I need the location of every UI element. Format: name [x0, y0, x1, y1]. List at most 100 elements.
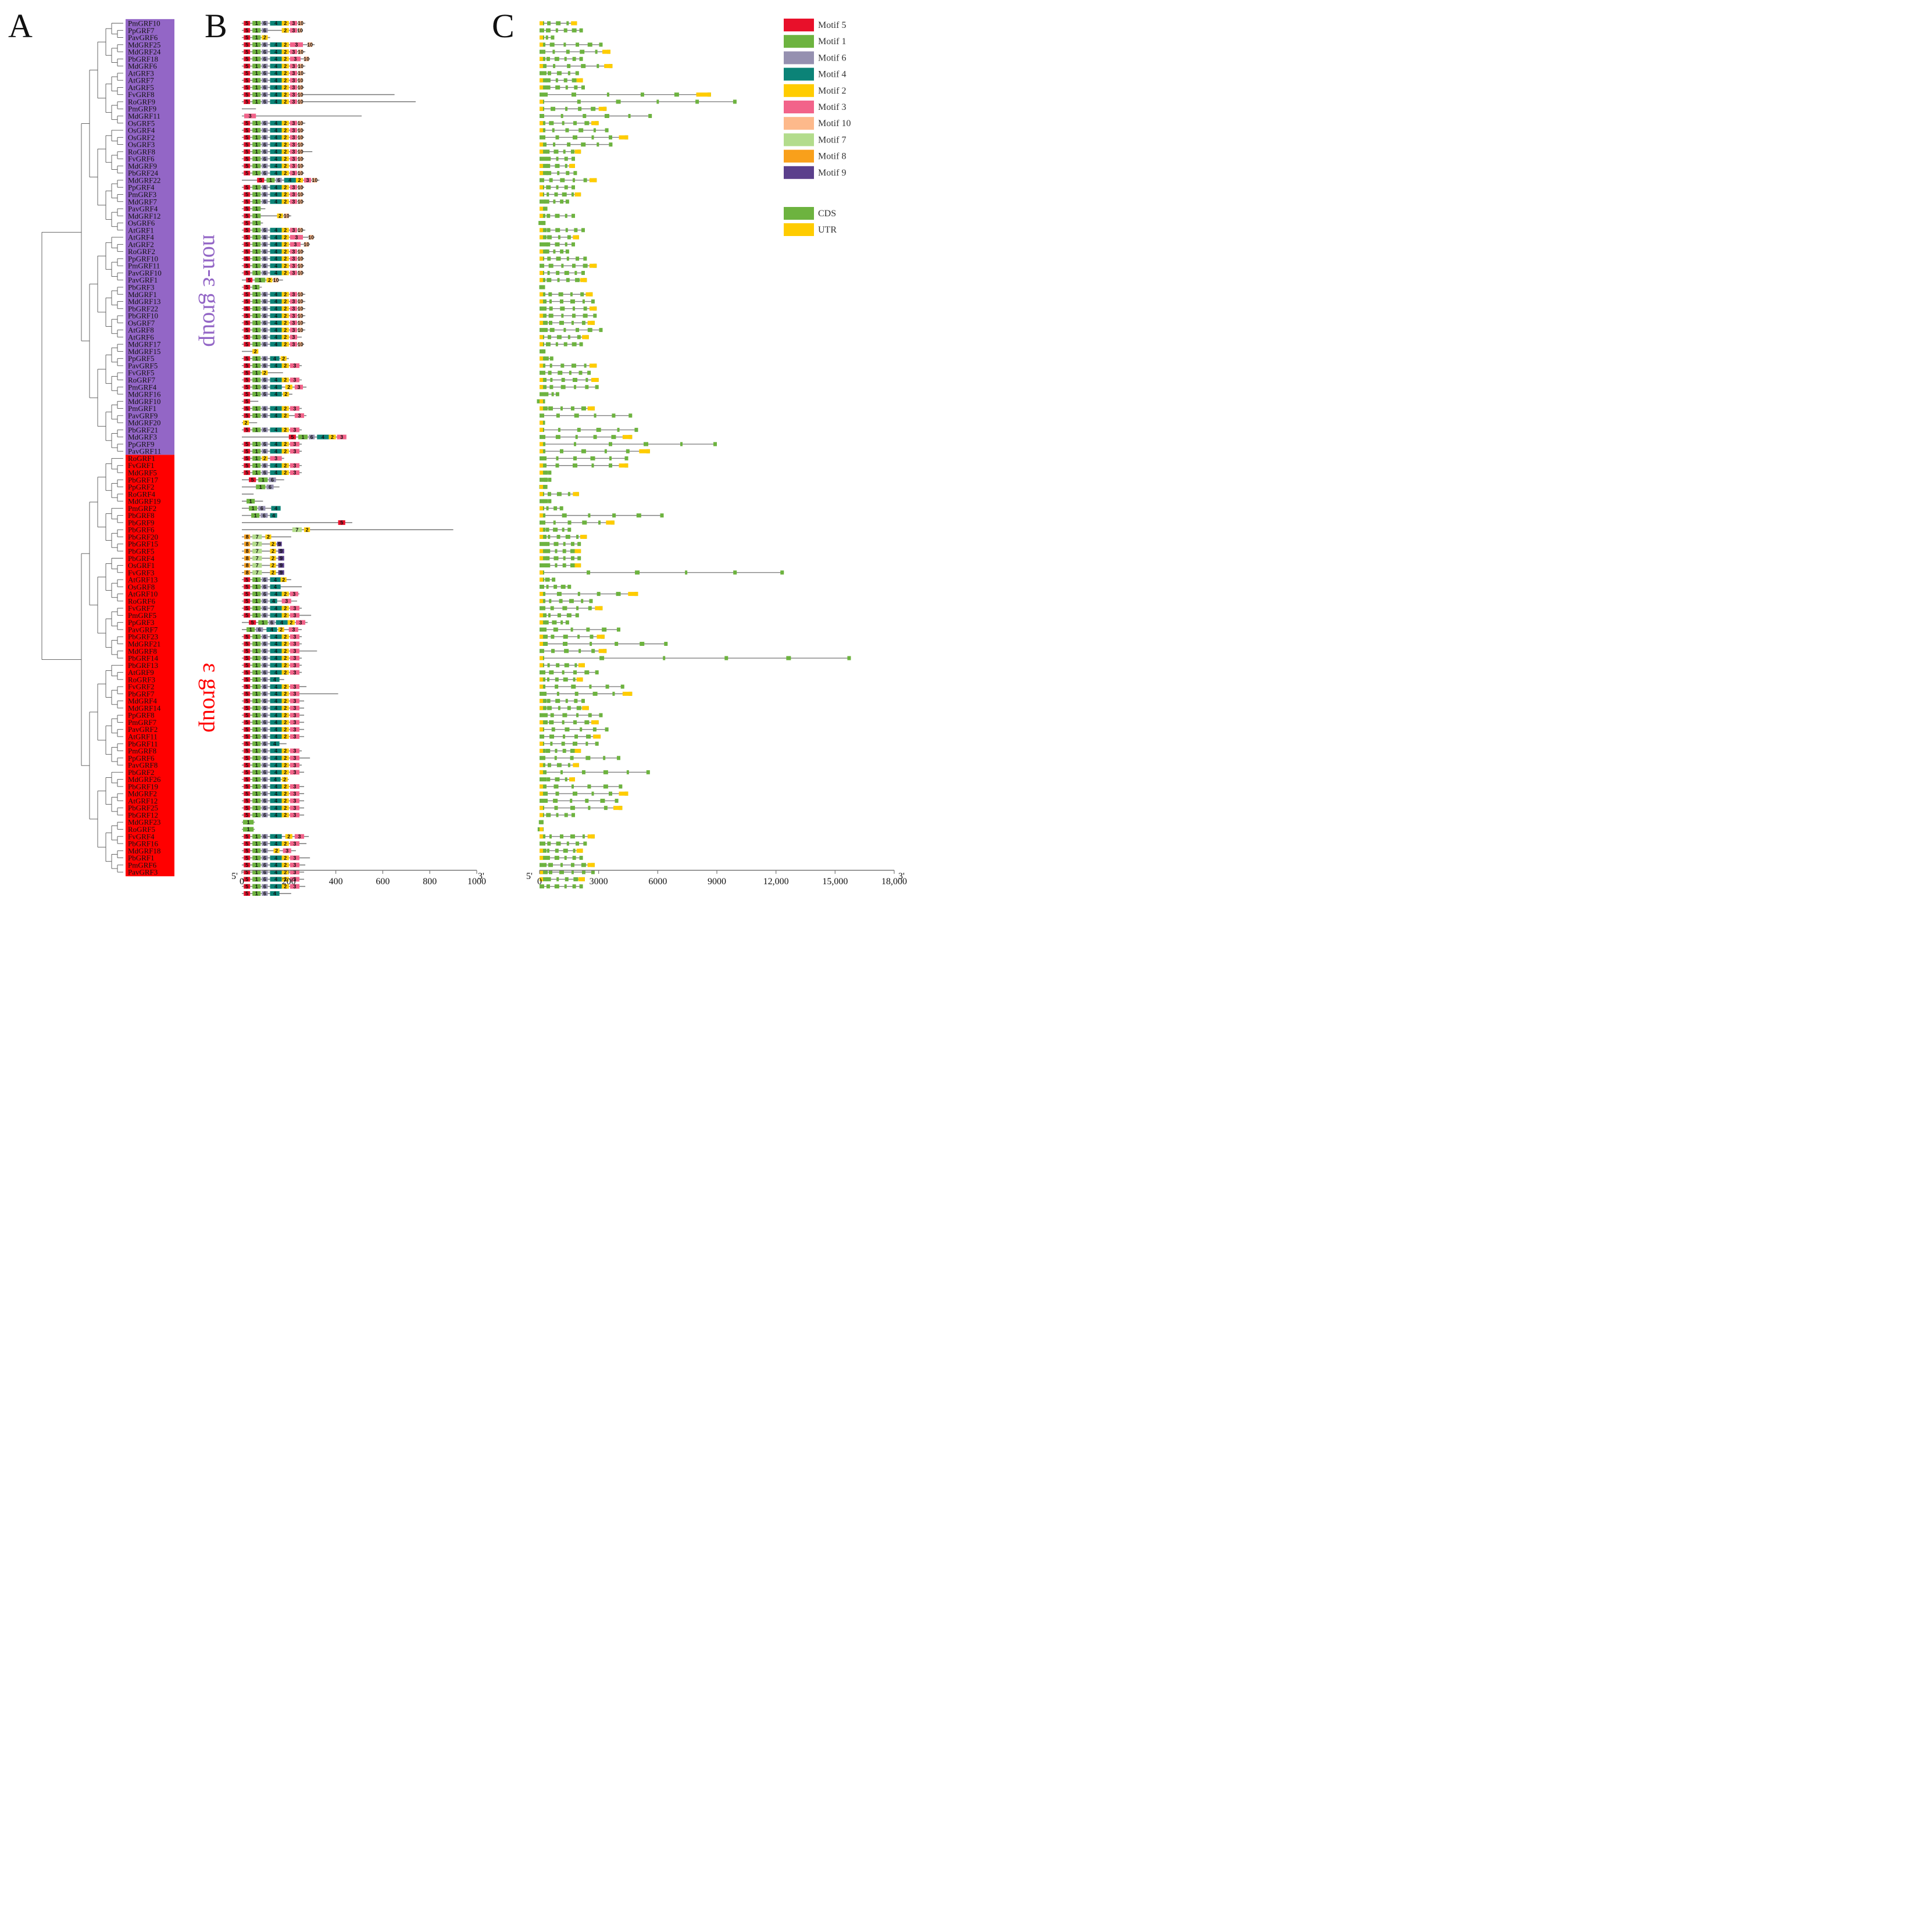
cds-exon [575, 278, 580, 283]
cds-exon [541, 285, 545, 290]
cds-exon [540, 85, 548, 90]
cds-exon [551, 35, 555, 40]
motif-number: 6 [263, 313, 266, 319]
gene-label: MdGRF22 [128, 176, 160, 184]
motif-3-box [290, 163, 297, 169]
gene-label: AtGRF8 [128, 326, 154, 334]
motif-number: 1 [255, 869, 258, 875]
motif-number: 2 [287, 384, 290, 390]
motif-number: 4 [274, 734, 277, 739]
gene-label: MdGRF3 [128, 433, 157, 441]
motif-2-box [243, 420, 249, 426]
motif-6-box [262, 149, 268, 154]
cds-exon [572, 213, 575, 218]
motif-2-box [281, 877, 289, 882]
motif-1-box [252, 848, 261, 853]
cds-exon [587, 328, 592, 333]
motif-number: 6 [263, 20, 266, 26]
gene-label: PavGRF7 [128, 625, 158, 634]
motif-number: 3 [293, 363, 296, 369]
motif-10-box [298, 170, 303, 176]
motif-number: 4 [274, 156, 277, 162]
motif-3-box [290, 463, 299, 468]
motif-1-box [252, 755, 261, 760]
motif-6-box [262, 63, 268, 69]
motif-2-box [281, 763, 289, 768]
cds-exon [545, 342, 551, 346]
motif-number: 4 [274, 242, 277, 248]
gene-label: PmGRF3 [128, 190, 156, 199]
motif-number: 3 [293, 791, 296, 796]
cds-exon [573, 456, 577, 460]
motif-number: 1 [255, 862, 258, 868]
motif-number: 5 [251, 477, 254, 483]
cds-exon [571, 192, 574, 196]
motif-5-box [244, 85, 251, 90]
utr-block [582, 706, 589, 710]
motif-5-box [244, 663, 251, 668]
motif-3-box [295, 620, 306, 625]
utr-block [573, 235, 579, 240]
motif-3-box [290, 449, 299, 454]
motif-1-box [252, 28, 261, 33]
motif-number: 10 [298, 306, 303, 312]
motif-number: 1 [255, 812, 258, 818]
utr-block [540, 142, 543, 147]
gene-structure-row [540, 328, 603, 333]
cds-exon [564, 884, 567, 889]
motif-number: 1 [255, 356, 258, 362]
gene-label: PmGRF1 [128, 404, 156, 413]
motif-number: 2 [284, 156, 287, 162]
motif-5-box [244, 777, 251, 782]
motif-5-box [288, 434, 296, 440]
motif-number: 1 [255, 170, 258, 176]
motif-number: 10 [312, 177, 317, 183]
cds-exon [540, 156, 547, 161]
utr-block [540, 463, 543, 468]
motif-2-box [281, 342, 289, 347]
gene-structure-row [540, 435, 633, 440]
motif-number: 6 [263, 770, 266, 776]
motif-1-box [252, 734, 261, 739]
utr-block [604, 64, 613, 69]
motif-2-box [304, 527, 310, 533]
utr-block [540, 427, 543, 432]
motif-9-box [278, 548, 284, 553]
motif-number: 3 [293, 862, 296, 868]
motif-number: 2 [280, 627, 283, 633]
cds-exon [547, 706, 552, 710]
motif-2-box [281, 70, 289, 76]
motif-number: 6 [263, 584, 266, 590]
cds-exon [547, 85, 551, 90]
motif-number: 7 [295, 527, 298, 533]
motif-10-box [298, 270, 303, 276]
utr-block [540, 128, 543, 133]
motif-7-box [252, 570, 262, 575]
motif-number: 5 [245, 406, 248, 412]
cds-exon [545, 549, 551, 553]
motif-number: 4 [274, 413, 277, 419]
motif-number: 5 [245, 791, 248, 796]
motif-number: 1 [255, 577, 258, 583]
cds-exon [553, 784, 559, 789]
cds-exon [569, 370, 572, 375]
motif-number: 5 [245, 805, 248, 811]
axis-c: 5' 3' 0 3000 6000 9000 12,000 15,000 18,000 [526, 870, 907, 887]
utr-block [587, 320, 595, 325]
cds-exon [560, 385, 566, 390]
utr-block [606, 520, 615, 525]
motif-number: 4 [273, 741, 276, 746]
motif-number: 10 [298, 142, 303, 148]
gene-label: PpGRF9 [128, 440, 155, 448]
motif-number: 2 [284, 199, 287, 205]
motif-3-box [290, 128, 297, 133]
cds-exon [553, 556, 559, 560]
motif-number: 3 [293, 705, 296, 711]
motif-1-box [252, 470, 261, 476]
motif-number: 5 [245, 727, 248, 733]
motif-2-box [265, 534, 272, 540]
motif-4-box [270, 99, 282, 104]
cds-exon [591, 870, 595, 874]
